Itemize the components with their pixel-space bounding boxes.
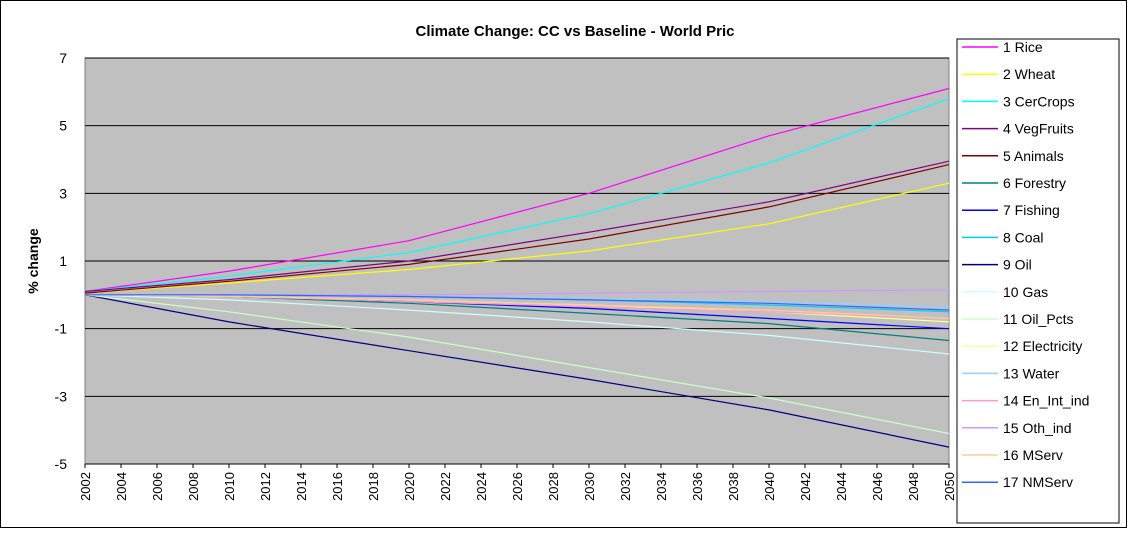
x-tick-label: 2030: [582, 472, 597, 501]
x-tick-label: 2014: [294, 472, 309, 501]
y-tick-label: -1: [55, 321, 68, 337]
legend-entry-label: 1 Rice: [1003, 39, 1043, 55]
legend-entry-label: 2 Wheat: [1003, 66, 1055, 82]
legend-entry-label: 12 Electricity: [1003, 338, 1082, 354]
legend-entry-label: 4 VegFruits: [1003, 121, 1074, 137]
series-lines: [84, 87, 950, 448]
x-tick-label: 2046: [870, 472, 885, 501]
legend-entry-label: 7 Fishing: [1003, 202, 1060, 218]
x-tick-label: 2012: [258, 472, 273, 501]
x-tick-label: 2048: [906, 472, 921, 501]
x-tick-label: 2008: [186, 472, 201, 501]
x-tick-label: 2016: [330, 472, 345, 501]
legend: 1 Rice 2 Wheat 3 CerCrops 4 VegFruits 5 Anim…: [962, 39, 1089, 490]
x-tick-label: 2042: [798, 472, 813, 501]
x-tick-label: 2028: [546, 472, 561, 501]
legend-entry-label: 9 Oil: [1003, 257, 1032, 273]
x-tick-label: 2002: [78, 472, 93, 501]
x-tick-label: 2010: [222, 472, 237, 501]
series-line: [84, 98, 950, 293]
x-tick-label: 2022: [438, 472, 453, 501]
legend-entry-label: 15 Oth_ind: [1003, 420, 1072, 436]
legend-entry-label: 17 NMServ: [1003, 474, 1073, 490]
x-tick-label: 2024: [474, 472, 489, 501]
x-tick-label: 2050: [942, 472, 957, 501]
y-tick-label: 5: [59, 118, 67, 134]
y-tick-label: -5: [55, 456, 68, 472]
y-axis-label: % change: [25, 228, 41, 294]
series-line: [84, 294, 950, 320]
legend-box: [956, 38, 1120, 524]
y-tick-label: 1: [59, 253, 67, 269]
series-line: [84, 182, 950, 294]
y-tick-label: 7: [59, 50, 67, 66]
x-tick-label: 2044: [834, 472, 849, 501]
x-tick-label: 2034: [654, 472, 669, 501]
x-tick-label: 2018: [366, 472, 381, 501]
series-line: [84, 294, 950, 435]
legend-entry-label: 6 Forestry: [1003, 175, 1066, 191]
series-line: [85, 294, 950, 311]
series-line: [84, 87, 950, 293]
legend-entry-label: 16 MServ: [1003, 447, 1063, 463]
axes: 7 5 3 1 -1 -3 -5 2002 2004 2006 2008 2010 2012 2014 20…: [55, 50, 957, 501]
x-tick-label: 2032: [618, 472, 633, 501]
series-line: [84, 294, 950, 448]
x-tick-label: 2040: [762, 472, 777, 501]
series-line: [84, 160, 950, 293]
y-tick-label: -3: [55, 388, 68, 404]
series-line: [84, 164, 950, 294]
legend-entry-label: 13 Water: [1003, 365, 1060, 381]
x-tick-label: 2006: [150, 472, 165, 501]
legend-entry-label: 3 CerCrops: [1003, 93, 1075, 109]
x-tick-label: 2020: [402, 472, 417, 501]
legend-entry-label: 10 Gas: [1003, 284, 1048, 300]
x-tick-label: 2038: [726, 472, 741, 501]
series-line: [84, 294, 950, 355]
y-tick-label: 3: [59, 185, 67, 201]
legend-entry-label: 8 Coal: [1003, 229, 1043, 245]
x-tick-label: 2004: [114, 472, 129, 501]
x-tick-label: 2036: [690, 472, 705, 501]
legend-entry-label: 5 Animals: [1003, 148, 1064, 164]
chart-title: Climate Change: CC vs Baseline - World P…: [416, 23, 735, 40]
x-tick-label: 2026: [510, 472, 525, 501]
legend-entry-label: 14 En_Int_ind: [1003, 393, 1089, 409]
legend-entry-label: 11 Oil_Pcts: [1003, 311, 1074, 327]
